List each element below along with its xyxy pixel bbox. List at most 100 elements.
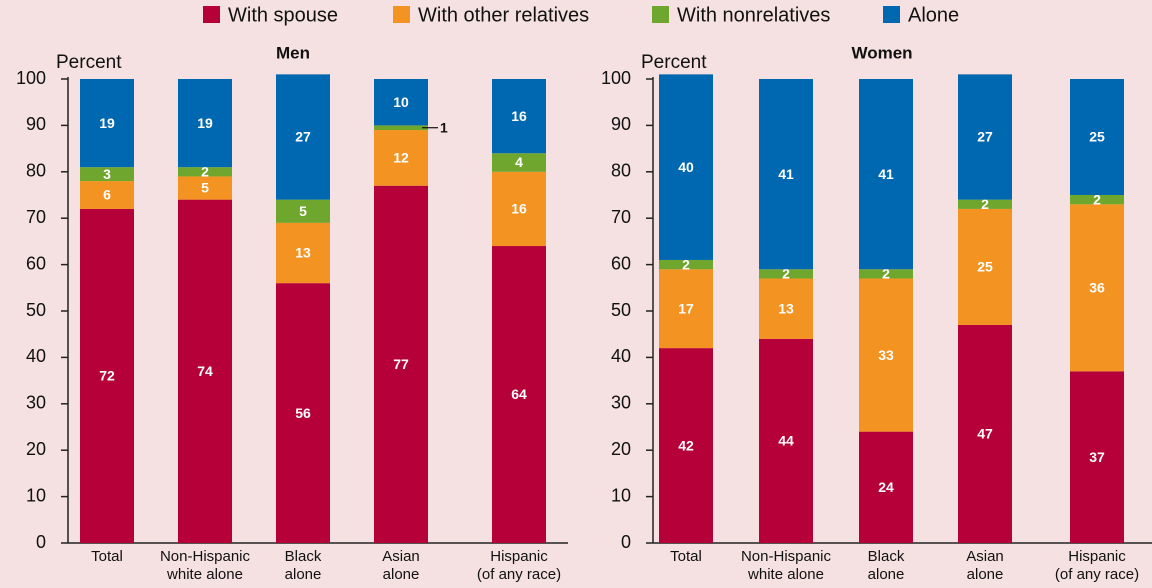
bar-segment xyxy=(659,348,713,543)
data-label: 13 xyxy=(295,245,311,261)
data-label: 2 xyxy=(882,266,890,282)
bar-segment xyxy=(374,125,428,131)
bar-segment xyxy=(178,199,232,543)
data-label: 41 xyxy=(778,166,794,182)
bar-segment xyxy=(859,431,913,543)
bar-segment xyxy=(178,167,232,177)
x-tick-label: Hispanic (of any race) xyxy=(1055,548,1139,583)
legend-label: With spouse xyxy=(228,4,338,26)
bar-segment xyxy=(659,74,713,260)
y-tick-label: 20 xyxy=(611,439,631,459)
data-label: 17 xyxy=(678,300,694,316)
y-tick-label: 10 xyxy=(611,485,631,505)
data-label: 40 xyxy=(678,159,694,175)
bar-segment xyxy=(759,269,813,279)
bar-segment xyxy=(1070,204,1124,372)
bar-segment xyxy=(276,222,330,284)
data-label: 42 xyxy=(678,437,694,453)
x-tick-label: Non-Hispanic white alone xyxy=(160,548,251,583)
bar-segment xyxy=(1070,195,1124,205)
legend-label: With other relatives xyxy=(418,4,589,26)
data-label: 2 xyxy=(1093,191,1101,207)
bar-segment xyxy=(178,79,232,168)
data-label: 2 xyxy=(201,164,209,180)
y-tick-label: 0 xyxy=(621,532,631,552)
bar-segment xyxy=(958,324,1012,543)
x-tick-label: Asian alone xyxy=(966,548,1004,583)
x-tick-label: Hispanic (of any race) xyxy=(477,548,561,583)
data-label: 3 xyxy=(103,166,111,182)
legend-label: With nonrelatives xyxy=(677,4,830,26)
data-label: 44 xyxy=(778,433,794,449)
y-tick-label: 0 xyxy=(36,532,46,552)
x-tick-label: Black alone xyxy=(285,548,322,583)
bar-segment xyxy=(859,79,913,270)
y-axis-label: Percent xyxy=(641,52,707,73)
chart-title: Women xyxy=(851,43,912,62)
data-label: 10 xyxy=(393,94,409,110)
y-tick-label: 50 xyxy=(26,300,46,320)
bar-segment xyxy=(958,74,1012,200)
data-label: 36 xyxy=(1089,280,1105,296)
y-tick-label: 50 xyxy=(611,300,631,320)
bar-segment xyxy=(659,269,713,349)
data-label: 4 xyxy=(515,154,523,170)
y-tick-label: 100 xyxy=(16,68,46,88)
data-label: 19 xyxy=(99,115,115,131)
data-label: 16 xyxy=(511,201,527,217)
data-label: 1 xyxy=(440,119,448,135)
data-label: 2 xyxy=(981,196,989,212)
bar-segment xyxy=(80,79,134,168)
bar-segment xyxy=(492,171,546,247)
bar-segment xyxy=(80,181,134,209)
data-label: 25 xyxy=(977,259,993,275)
data-label: 2 xyxy=(682,256,690,272)
x-tick-label: Total xyxy=(670,548,702,565)
data-label: 74 xyxy=(197,363,213,379)
bar-segment xyxy=(80,167,134,182)
y-tick-label: 100 xyxy=(601,68,631,88)
bar-segment xyxy=(1070,371,1124,543)
y-tick-label: 40 xyxy=(611,346,631,366)
y-tick-label: 70 xyxy=(26,207,46,227)
bar-segment xyxy=(859,269,913,279)
data-label: 77 xyxy=(393,356,409,372)
y-tick-label: 60 xyxy=(611,253,631,273)
chart-title: Men xyxy=(276,43,310,62)
data-label: 47 xyxy=(977,426,993,442)
data-label: 27 xyxy=(295,129,311,145)
bar-segment xyxy=(492,79,546,154)
bar-segment xyxy=(374,185,428,543)
data-label: 27 xyxy=(977,129,993,145)
data-label: 5 xyxy=(201,180,209,196)
y-tick-label: 80 xyxy=(611,161,631,181)
x-tick-label: Non-Hispanic white alone xyxy=(741,548,832,583)
y-tick-label: 70 xyxy=(611,207,631,227)
bar-segment xyxy=(659,259,713,270)
bar-segment xyxy=(276,74,330,200)
data-label: 2 xyxy=(782,266,790,282)
data-label: 16 xyxy=(511,108,527,124)
bar-segment xyxy=(958,208,1012,325)
bar-segment xyxy=(759,278,813,339)
y-axis-label: Percent xyxy=(56,52,122,73)
legend-swatch xyxy=(393,6,410,23)
y-tick-label: 90 xyxy=(26,114,46,134)
legend-swatch xyxy=(203,6,220,23)
bar-segment xyxy=(859,278,913,432)
y-tick-label: 10 xyxy=(26,485,46,505)
legend-swatch xyxy=(883,6,900,23)
x-tick-label: Asian alone xyxy=(382,548,420,583)
data-label: 6 xyxy=(103,187,111,203)
bar-segment xyxy=(492,153,546,172)
data-label: 19 xyxy=(197,115,213,131)
bar-segment xyxy=(1070,79,1124,195)
y-tick-label: 60 xyxy=(26,253,46,273)
data-label: 56 xyxy=(295,405,311,421)
bar-segment xyxy=(374,130,428,186)
bar-segment xyxy=(374,79,428,126)
bar-segment xyxy=(958,199,1012,209)
y-tick-label: 30 xyxy=(26,393,46,413)
data-label: 33 xyxy=(878,347,894,363)
